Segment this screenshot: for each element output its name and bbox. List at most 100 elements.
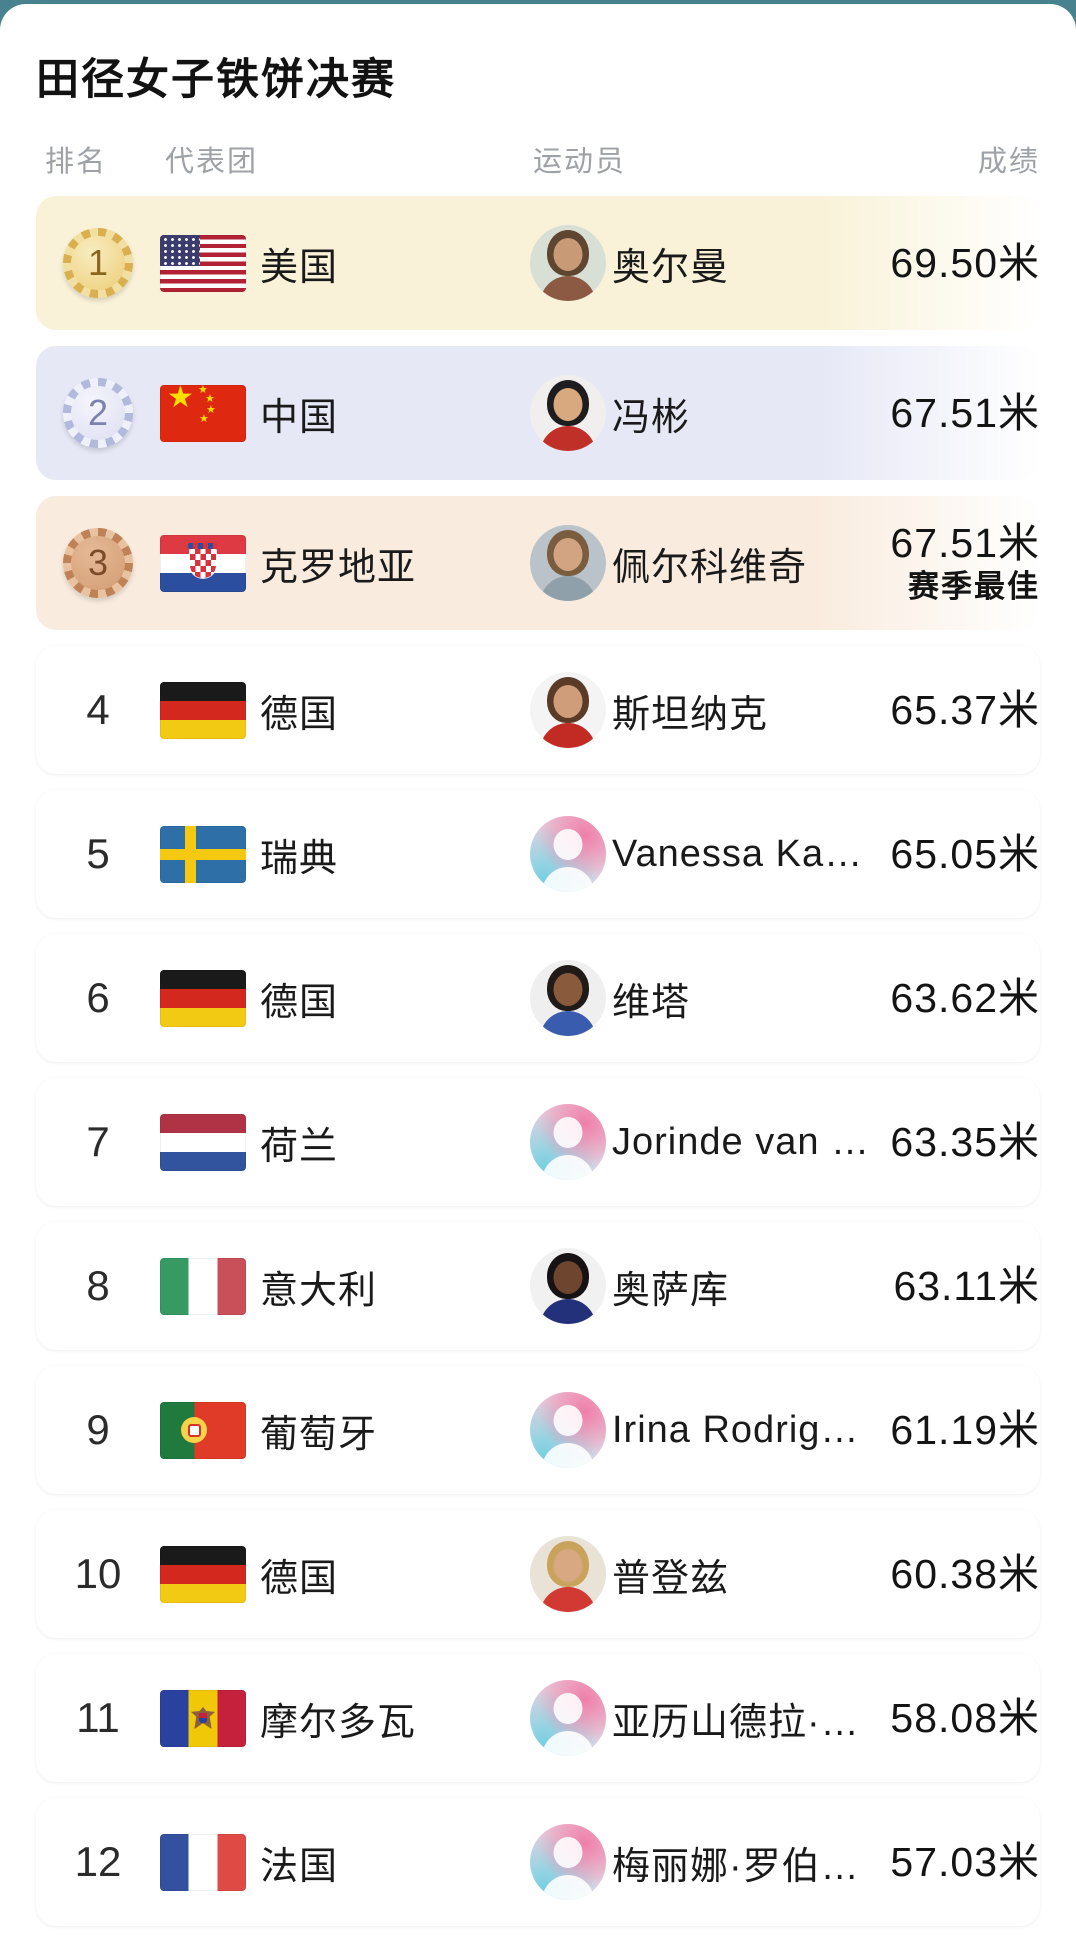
- result-value: 67.51米: [890, 390, 1040, 436]
- result-row-4[interactable]: 4 德国 斯坦纳克 65.37米: [36, 646, 1040, 774]
- country-name: 葡萄牙: [260, 1413, 378, 1456]
- default-avatar-icon: [530, 1104, 606, 1180]
- flag-cell: [160, 1545, 260, 1603]
- avatar-cell: [530, 225, 612, 301]
- result-value: 63.62米: [890, 975, 1040, 1021]
- rank-cell: 1: [36, 228, 160, 298]
- rank-number: 4: [86, 686, 110, 733]
- flag-fr-icon: [160, 1833, 246, 1891]
- avatar-face: [553, 685, 583, 718]
- rank-number: 10: [74, 1550, 122, 1597]
- result-note: 赛季最佳: [908, 569, 1040, 604]
- avatar-face: [553, 388, 583, 421]
- rank-number: 7: [86, 1118, 110, 1165]
- avatar-cell: [530, 375, 612, 451]
- rank-number: 5: [86, 830, 110, 877]
- athlete-photo-avatar: [530, 672, 606, 748]
- result-row-6[interactable]: 6 德国 维塔 63.62米: [36, 934, 1040, 1062]
- result-row-11[interactable]: 11 摩尔多瓦 亚历山德拉·… 58.08米: [36, 1654, 1040, 1782]
- avatar-cell: [530, 1104, 612, 1180]
- result-cell: 60.38米: [890, 1550, 1040, 1598]
- avatar-cell: [530, 1248, 612, 1324]
- result-row-3[interactable]: 3 克罗地亚 佩尔科维奇 67.51米 赛季最佳: [36, 496, 1040, 630]
- result-row-9[interactable]: 9 葡萄牙 Irina Rodrig… 61.19米: [36, 1366, 1040, 1494]
- athlete-name: 梅丽娜·罗伯…: [612, 1845, 860, 1888]
- country-name: 意大利: [260, 1269, 378, 1312]
- result-value: 61.19米: [890, 1407, 1040, 1453]
- avatar-cell: [530, 1536, 612, 1612]
- result-value: 63.11米: [893, 1263, 1040, 1309]
- result-cell: 67.51米 赛季最佳: [890, 519, 1040, 607]
- result-cell: 65.37米: [890, 686, 1040, 734]
- flag-cell: [160, 825, 260, 883]
- country-name: 德国: [260, 693, 339, 736]
- flag-cell: [160, 1401, 260, 1459]
- result-row-2[interactable]: 2 中国 冯彬 67.51米: [36, 346, 1040, 480]
- result-cell: 67.51米: [890, 389, 1040, 437]
- flag-cell: [160, 1257, 260, 1315]
- country-name: 摩尔多瓦: [260, 1701, 417, 1744]
- default-avatar-icon: [530, 1680, 606, 1756]
- default-avatar-icon: [530, 1392, 606, 1468]
- rank-cell: 8: [36, 1262, 160, 1310]
- result-row-10[interactable]: 10 德国 普登兹 60.38米: [36, 1510, 1040, 1638]
- flag-de-icon: [160, 681, 246, 739]
- page-title: 田径女子铁饼决赛: [36, 56, 396, 104]
- athlete-photo-avatar: [530, 1248, 606, 1324]
- rank-number: 11: [76, 1694, 120, 1741]
- result-value: 57.03米: [890, 1839, 1040, 1885]
- result-cell: 65.05米: [890, 830, 1040, 878]
- flag-cell: [160, 234, 260, 292]
- result-value: 65.37米: [890, 687, 1040, 733]
- athlete-name: 冯彬: [612, 396, 691, 439]
- flag-cell: [160, 534, 260, 592]
- flag-se-icon: [160, 825, 246, 883]
- result-cell: 63.62米: [890, 974, 1040, 1022]
- result-row-7[interactable]: 7 荷兰 Jorinde van … 63.35米: [36, 1078, 1040, 1206]
- athlete-photo-avatar: [530, 525, 606, 601]
- avatar-shirt: [540, 1587, 596, 1612]
- flag-cell: [160, 1689, 260, 1747]
- country-name: 荷兰: [260, 1125, 339, 1168]
- column-header-result: 成绩: [977, 146, 1040, 178]
- flag-cell: [160, 1833, 260, 1891]
- table-header: 排名 代表团 运动员 成绩: [36, 142, 1040, 178]
- avatar-face: [553, 238, 583, 271]
- result-row-8[interactable]: 8 意大利 奥萨库 63.11米: [36, 1222, 1040, 1350]
- athlete-name: Jorinde van …: [612, 1120, 871, 1163]
- athlete-name: 佩尔科维奇: [612, 546, 808, 589]
- results-list: 1 美国 奥尔曼 69.50米 2 中国: [36, 196, 1040, 1926]
- avatar-shirt: [540, 1011, 596, 1036]
- result-value: 69.50米: [890, 240, 1040, 286]
- result-row-5[interactable]: 5 瑞典 Vanessa Ka… 65.05米: [36, 790, 1040, 918]
- result-row-1[interactable]: 1 美国 奥尔曼 69.50米: [36, 196, 1040, 330]
- country-name: 德国: [260, 981, 339, 1024]
- bronze-medal-icon: 3: [63, 528, 133, 598]
- flag-cell: [160, 1113, 260, 1171]
- flag-hr-icon: [160, 534, 246, 592]
- result-cell: 63.35米: [890, 1118, 1040, 1166]
- result-row-12[interactable]: 12 法国 梅丽娜·罗伯… 57.03米: [36, 1798, 1040, 1926]
- avatar-cell: [530, 960, 612, 1036]
- flag-cn-icon: [160, 384, 246, 442]
- result-value: 63.35米: [890, 1119, 1040, 1165]
- avatar-cell: [530, 672, 612, 748]
- flag-nl-icon: [160, 1113, 246, 1171]
- athlete-photo-avatar: [530, 1536, 606, 1612]
- rank-cell: 6: [36, 974, 160, 1022]
- athlete-name: 亚历山德拉·…: [612, 1701, 860, 1744]
- flag-md-icon: [160, 1689, 246, 1747]
- rank-cell: 10: [36, 1550, 160, 1598]
- flag-it-icon: [160, 1257, 246, 1315]
- flag-de-icon: [160, 969, 246, 1027]
- country-name: 德国: [260, 1557, 339, 1600]
- country-name: 美国: [260, 246, 339, 289]
- result-cell: 63.11米: [893, 1262, 1040, 1310]
- rank-cell: 7: [36, 1118, 160, 1166]
- avatar-cell: [530, 1824, 612, 1900]
- avatar-cell: [530, 525, 612, 601]
- avatar-shirt: [540, 426, 596, 451]
- athlete-name: 斯坦纳克: [612, 693, 769, 736]
- column-header-team: 代表团: [165, 146, 259, 178]
- avatar-face: [553, 973, 583, 1006]
